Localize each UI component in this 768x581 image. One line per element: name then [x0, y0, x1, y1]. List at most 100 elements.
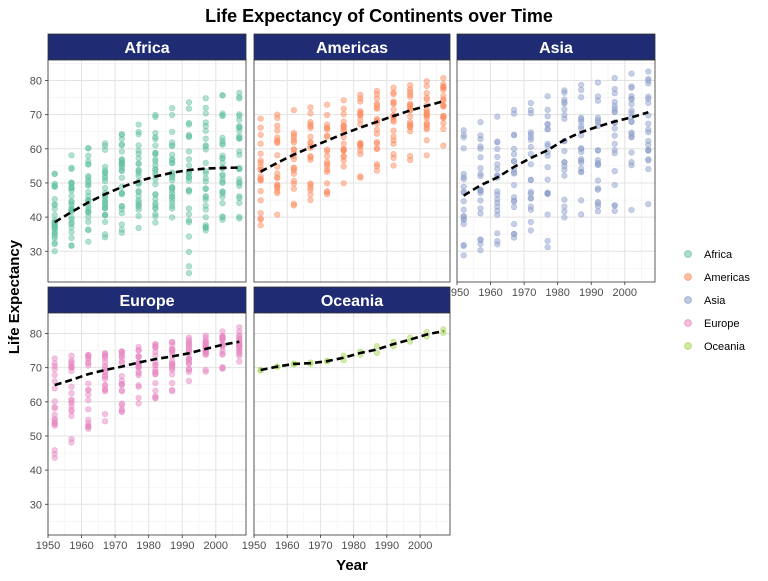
data-point [340, 111, 347, 118]
data-point [51, 170, 58, 178]
x-tick-label: 2000 [408, 540, 432, 552]
data-point [51, 422, 58, 429]
data-point [594, 147, 602, 154]
data-point [477, 186, 484, 193]
panel-strip-label: Americas [316, 40, 388, 57]
data-point [169, 386, 176, 394]
data-point [152, 210, 159, 218]
data-point [477, 197, 484, 204]
data-point [323, 189, 331, 196]
data-point [257, 188, 264, 195]
panel-strip [47, 33, 247, 61]
data-point [118, 203, 125, 210]
data-point [135, 121, 142, 128]
data-point [135, 394, 142, 401]
legend-label: Africa [704, 249, 733, 261]
data-point [219, 214, 226, 221]
data-point [169, 111, 176, 119]
data-point [169, 128, 176, 135]
y-tick-label: 40 [30, 465, 42, 477]
data-point [185, 177, 193, 184]
data-point [152, 352, 159, 359]
data-point [202, 214, 209, 221]
legend-key [684, 319, 692, 327]
data-point [594, 203, 602, 210]
data-point [152, 219, 159, 226]
data-point [390, 98, 397, 105]
data-point [527, 188, 534, 195]
data-point [135, 382, 142, 389]
data-point [307, 153, 314, 160]
legend-item-americas: Americas [684, 272, 750, 284]
data-point [561, 89, 568, 96]
data-point [440, 112, 447, 119]
data-point [51, 224, 58, 231]
data-point [219, 171, 226, 178]
panel-border [253, 59, 451, 283]
data-point [323, 180, 331, 187]
x-tick-label: 1980 [341, 540, 365, 552]
data-point [628, 118, 635, 125]
data-point [578, 197, 585, 204]
y-tick-label: 50 [30, 431, 42, 443]
data-point [494, 153, 501, 161]
data-point [85, 145, 92, 152]
data-point [611, 150, 618, 157]
data-point [544, 126, 551, 133]
data-point [340, 147, 347, 154]
data-point [51, 403, 58, 411]
data-point [510, 132, 518, 139]
data-point [135, 372, 142, 379]
data-point [68, 383, 75, 390]
data-point [460, 145, 467, 152]
data-point [494, 195, 501, 203]
panel-strip-label: Asia [539, 40, 573, 57]
data-point [101, 184, 109, 191]
data-point [152, 129, 159, 137]
legend-key [684, 250, 692, 258]
data-point [202, 178, 209, 185]
data-point [460, 242, 467, 250]
panel-strip [47, 286, 247, 314]
data-point [185, 365, 193, 373]
data-point [135, 192, 142, 200]
data-point [645, 137, 652, 145]
data-point [357, 150, 364, 158]
data-point [307, 139, 314, 146]
data-point [236, 358, 243, 365]
data-point [85, 177, 92, 184]
data-point [202, 95, 209, 102]
x-tick-label: 1970 [103, 540, 127, 552]
data-point [477, 210, 484, 217]
data-point [290, 137, 297, 144]
data-point [85, 386, 92, 394]
data-point [340, 180, 347, 187]
data-point [274, 163, 281, 170]
data-point [645, 147, 652, 154]
data-point [68, 363, 75, 371]
data-point [423, 82, 430, 90]
data-point [169, 357, 176, 364]
data-point [357, 111, 364, 118]
data-point [118, 191, 125, 198]
legend-key [684, 342, 692, 350]
data-point [477, 143, 484, 150]
data-point [477, 132, 484, 139]
data-point [169, 196, 176, 203]
data-point [307, 180, 314, 187]
data-point [357, 140, 364, 147]
data-point [202, 142, 209, 149]
data-point [373, 95, 381, 102]
data-point [202, 223, 209, 231]
data-point [423, 124, 430, 132]
data-point [68, 242, 75, 249]
data-point [578, 156, 585, 163]
data-point [169, 371, 176, 378]
data-point [544, 140, 551, 147]
data-point [611, 140, 618, 147]
data-point [544, 244, 551, 251]
data-point [611, 98, 618, 106]
data-point [510, 203, 518, 211]
data-point [510, 151, 518, 158]
